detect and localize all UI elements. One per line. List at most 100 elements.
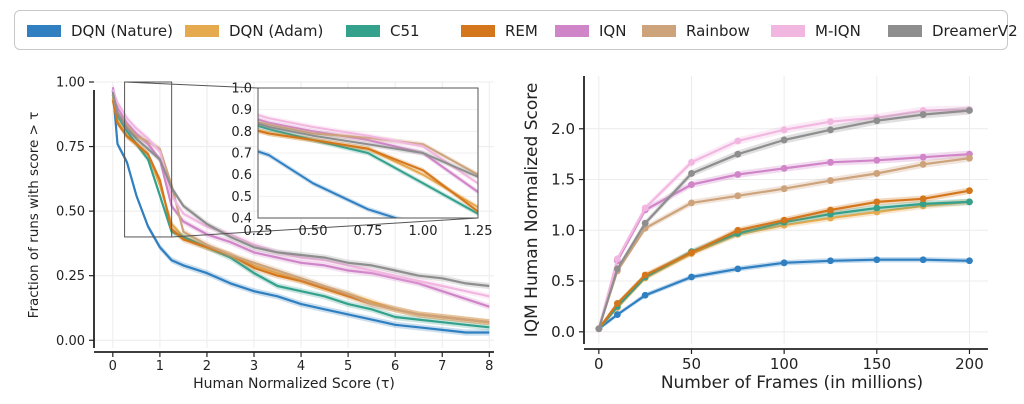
x-tick-label: 1.25 — [464, 224, 493, 239]
x-tick-label: 5 — [344, 359, 352, 374]
series-line — [111, 92, 490, 288]
data-point — [966, 107, 973, 114]
data-point — [734, 150, 742, 158]
data-point — [734, 137, 742, 145]
inset-series-group — [258, 88, 478, 218]
legend-label: IQN — [599, 22, 627, 40]
series-line — [111, 89, 490, 334]
series-line — [597, 189, 970, 330]
legend-swatch — [642, 25, 676, 37]
data-point — [827, 126, 834, 134]
data-point — [780, 126, 788, 134]
series-line — [597, 157, 970, 330]
data-point — [919, 195, 927, 203]
series-line — [597, 109, 970, 330]
data-point — [780, 185, 788, 193]
data-point — [873, 117, 881, 125]
right-plot: 0 50 100 150 200 0.0 0.5 1.0 1.5 2.0 Number of Fra… — [522, 76, 988, 393]
data-point — [734, 226, 742, 234]
legend-item: DQN (Nature) — [27, 20, 173, 42]
series-line — [597, 200, 970, 330]
x-tick-label: 1.00 — [409, 224, 438, 239]
legend-label: DreamerV2 — [932, 22, 1018, 40]
data-point — [919, 153, 927, 161]
data-point — [919, 111, 927, 118]
legend-swatch — [346, 25, 380, 37]
y-tick-label: 1.0 — [551, 221, 575, 239]
data-point — [873, 198, 881, 206]
y-tick-label: 1.5 — [551, 171, 575, 189]
inset-frame — [257, 87, 479, 219]
x-tick-label: 4 — [297, 359, 305, 374]
series-line — [258, 150, 399, 218]
legend-item: IQN — [555, 20, 626, 42]
data-point — [919, 160, 927, 168]
series-line — [258, 122, 478, 178]
series-line — [598, 258, 970, 330]
legend-label: DQN (Adam) — [229, 22, 324, 40]
legend-label: M-IQN — [815, 22, 861, 40]
x-axis-label: Number of Frames (in millions) — [661, 373, 923, 393]
data-point — [613, 255, 621, 263]
data-point — [780, 164, 788, 172]
y-tick-label: 0.00 — [56, 334, 85, 349]
legend-item: Rainbow — [642, 20, 750, 42]
data-point — [641, 291, 649, 299]
series-line — [258, 118, 478, 194]
data-point — [688, 249, 695, 257]
confidence-band — [258, 128, 478, 215]
legend-swatch — [888, 25, 922, 37]
data-point — [827, 177, 834, 184]
data-point — [827, 118, 834, 126]
x-tick-label: 0.50 — [299, 224, 328, 239]
x-tick-label: 0 — [594, 355, 604, 373]
legend-item: DreamerV2 — [888, 20, 1018, 42]
data-point — [688, 170, 695, 177]
data-point — [613, 265, 621, 273]
series-line — [111, 94, 490, 324]
x-tick-label: 3 — [250, 359, 258, 374]
y-tick-label: 0.8 — [231, 125, 252, 140]
series-line — [597, 108, 970, 330]
inset-plot: 0.25 0.50 0.75 1.00 1.25 0.4 0.5 0.6 0.7 0.8 0.9 1.… — [124, 81, 493, 239]
data-point — [688, 158, 695, 166]
confidence-band — [112, 84, 490, 310]
y-tick-label: 0.75 — [56, 140, 85, 155]
data-point — [966, 154, 973, 162]
data-point — [873, 156, 881, 164]
y-tick-label: 1.0 — [231, 82, 252, 97]
series-line — [258, 114, 478, 185]
x-tick-label: 0.75 — [354, 224, 383, 239]
data-point — [613, 311, 621, 318]
legend-item: C51 — [346, 20, 420, 42]
y-tick-label: 0.5 — [551, 272, 575, 290]
series-line — [111, 94, 490, 329]
y-tick-label: 0.0 — [551, 323, 575, 341]
x-tick-label: 1 — [156, 359, 164, 374]
legend-item: REM — [461, 20, 538, 42]
data-point — [641, 219, 649, 227]
data-point — [734, 265, 742, 273]
data-point — [641, 271, 649, 279]
x-tick-label: 2 — [203, 359, 211, 374]
legend-item: DQN (Adam) — [185, 20, 323, 42]
data-point — [613, 299, 621, 307]
y-tick-label: 0.25 — [56, 269, 85, 284]
data-point — [873, 204, 881, 212]
data-point — [919, 256, 927, 264]
legend-label: Rainbow — [686, 22, 750, 40]
data-point — [966, 257, 973, 265]
x-tick-label: 100 — [770, 355, 799, 373]
y-tick-label: 1.00 — [56, 76, 85, 91]
y-tick-label: 0.7 — [231, 147, 252, 162]
connector-line — [124, 81, 259, 89]
confidence-band — [258, 148, 404, 218]
y-tick-label: 0.6 — [231, 168, 252, 183]
x-tick-label: 6 — [391, 359, 399, 374]
legend-swatch — [461, 25, 495, 37]
y-tick-label: 0.50 — [56, 205, 85, 220]
legend-label: REM — [505, 22, 538, 40]
x-tick-label: 7 — [438, 359, 446, 374]
data-point — [688, 199, 695, 207]
